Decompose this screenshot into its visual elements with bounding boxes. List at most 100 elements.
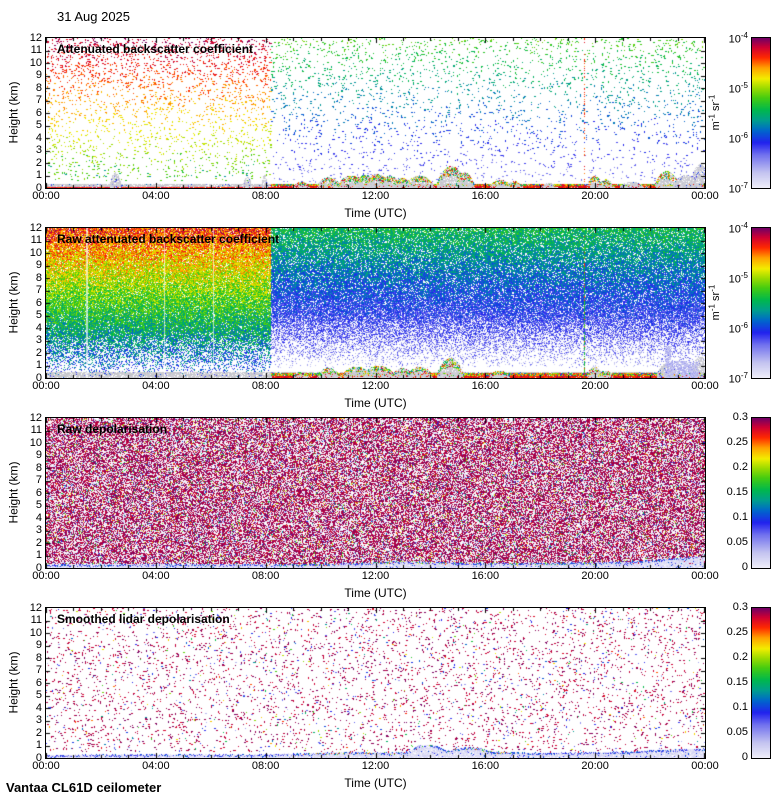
- panel-3-colorbar-tick-label: 0.15: [726, 486, 748, 498]
- panel-2-y-tick-label: 8: [35, 271, 42, 284]
- panel-2-x-axis-label: Time (UTC): [344, 396, 407, 410]
- panel-3-y-tick-label: 0: [35, 561, 42, 574]
- panel-4-colorbar-tick-label: 0: [741, 751, 748, 763]
- panel-2-y-tick-label: 4: [35, 321, 42, 334]
- panel-4-y-tick-label: 0: [35, 751, 42, 764]
- panel-3-x-tick-label: 00:00: [691, 570, 719, 582]
- panel-2-title: Raw attenuated backscatter coefficient: [57, 232, 280, 246]
- panel-2-y-tick-label: 0: [35, 371, 42, 384]
- panel-4-y-tick-label: 8: [35, 651, 42, 664]
- panel-3-colorbar-tick-label: 0.2: [732, 461, 748, 473]
- panel-1-x-tick-label: 20:00: [581, 190, 609, 202]
- panel-2-colorbar-tick-label: 10-6: [728, 321, 748, 336]
- panel-4-colorbar: [751, 607, 771, 759]
- panel-2-x-tick-label: 12:00: [361, 380, 390, 392]
- panel-4-colorbar-tick-label: 0.1: [732, 701, 748, 713]
- panel-1-title: Attenuated backscatter coefficient: [57, 42, 254, 56]
- panel-3-y-tick-label: 5: [35, 499, 42, 511]
- panel-4-title: Smoothed lidar depolarisation: [57, 612, 230, 626]
- panel-1-y-tick-label: 4: [35, 131, 42, 144]
- panel-1-colorbar-tick-label: 10-6: [728, 131, 748, 146]
- panel-1-y-tick-label: 7: [35, 94, 42, 106]
- panel-3-colorbar-tick-label: 0.25: [726, 436, 748, 448]
- panel-2-x-tick-label: 20:00: [581, 380, 609, 392]
- panel-4-x-tick-label: 08:00: [251, 760, 280, 772]
- panel-1-x-tick-label: 12:00: [361, 190, 390, 202]
- panel-4-canvas: [46, 608, 705, 758]
- panel-3-y-tick-label: 8: [35, 461, 42, 474]
- panel-4-y-tick-label: 3: [35, 714, 42, 726]
- panel-2-y-tick-label: 5: [35, 309, 42, 321]
- panel-4-y-tick-label: 11: [30, 614, 42, 626]
- panel-4-colorbar-tick-label: 0.2: [732, 651, 748, 663]
- panel-4-x-axis-label: Time (UTC): [344, 776, 407, 790]
- panel-3-y-tick-label: 3: [35, 524, 42, 536]
- panel-2-x-tick-label: 04:00: [142, 380, 170, 392]
- panel-1-y-tick-label: 9: [35, 69, 42, 81]
- panel-3-x-tick-label: 20:00: [581, 570, 609, 582]
- panel-3-x-tick-label: 16:00: [471, 570, 500, 582]
- panel-1-colorbar-tick-label: 10-5: [728, 81, 748, 96]
- panel-1-plot: [45, 37, 706, 189]
- date-label: 31 Aug 2025: [57, 9, 131, 24]
- panel-4-y-tick-label: 5: [35, 689, 42, 701]
- panel-4-y-tick-label: 2: [35, 726, 42, 739]
- panel-1-y-tick-label: 6: [35, 106, 42, 119]
- panel-2-colorbar-tick-label: 10-7: [728, 371, 748, 386]
- panel-2-x-tick-label: 00:00: [32, 380, 60, 392]
- panel-3-canvas: [46, 418, 705, 568]
- panel-1-y-tick-label: 3: [35, 144, 42, 156]
- panel-3-y-tick-label: 9: [35, 449, 42, 461]
- panel-2-colorbar-tick-label: 10-5: [728, 271, 748, 286]
- panel-3-x-tick-label: 12:00: [361, 570, 390, 582]
- panel-1-y-tick-label: 5: [35, 119, 42, 131]
- panel-3-x-axis-label: Time (UTC): [344, 586, 407, 600]
- panel-1-y-tick-label: 1: [35, 169, 42, 181]
- panel-4-x-tick-label: 00:00: [32, 760, 60, 772]
- panel-3-title: Raw depolarisation: [57, 422, 168, 436]
- panel-4-x-tick-label: 16:00: [471, 760, 500, 772]
- panel-4-y-tick-label: 10: [29, 626, 42, 639]
- panel-1-y-tick-label: 10: [29, 56, 42, 69]
- panel-2-y-tick-label: 11: [30, 234, 42, 246]
- panel-4-x-tick-label: 00:00: [691, 760, 719, 772]
- panel-3-y-tick-label: 6: [35, 486, 42, 499]
- panel-2-y-tick-label: 3: [35, 334, 42, 346]
- panel-4-colorbar-canvas: [752, 608, 770, 758]
- panel-1-colorbar: [751, 37, 771, 189]
- panel-2-x-tick-label: 00:00: [691, 380, 719, 392]
- panel-3-colorbar-tick-label: 0: [741, 561, 748, 573]
- panel-3-x-tick-label: 04:00: [142, 570, 170, 582]
- panel-1-colorbar-tick-label: 10-4: [728, 31, 748, 46]
- panel-4-y-tick-label: 12: [29, 601, 42, 614]
- panel-4-y-tick-label: 9: [35, 639, 42, 651]
- panel-2-x-tick-label: 16:00: [471, 380, 500, 392]
- panel-3-y-tick-label: 11: [30, 424, 42, 436]
- panel-2-x-tick-label: 08:00: [251, 380, 280, 392]
- panel-3-y-tick-label: 1: [35, 549, 42, 561]
- panel-2-y-tick-label: 9: [35, 259, 42, 271]
- panel-1-colorbar-canvas: [752, 38, 770, 188]
- panel-1-x-tick-label: 16:00: [471, 190, 500, 202]
- panel-3-y-tick-label: 2: [35, 536, 42, 549]
- panel-4-y-tick-label: 6: [35, 676, 42, 689]
- panel-4-colorbar-tick-label: 0.3: [732, 601, 748, 613]
- panel-2-y-tick-label: 1: [35, 359, 42, 371]
- panel-4-y-tick-label: 1: [35, 739, 42, 751]
- panel-2-colorbar-unit-label: m-1 sr-1: [707, 284, 723, 321]
- panel-3-plot: [45, 417, 706, 569]
- panel-1-x-tick-label: 04:00: [142, 190, 170, 202]
- panel-2-y-tick-label: 12: [29, 221, 42, 234]
- panel-2-y-tick-label: 7: [35, 284, 42, 296]
- panel-1-canvas: [46, 38, 705, 188]
- panel-4-y-tick-label: 4: [35, 701, 42, 714]
- panel-3-y-tick-label: 4: [35, 511, 42, 524]
- panel-3-colorbar-tick-label: 0.05: [726, 536, 748, 548]
- panel-2-canvas: [46, 228, 705, 378]
- panel-2-y-tick-label: 10: [29, 246, 42, 259]
- panel-1-y-tick-label: 11: [30, 44, 42, 56]
- panel-3-x-tick-label: 08:00: [251, 570, 280, 582]
- panel-1-x-axis-label: Time (UTC): [344, 206, 407, 220]
- panel-4-colorbar-tick-label: 0.15: [726, 676, 748, 688]
